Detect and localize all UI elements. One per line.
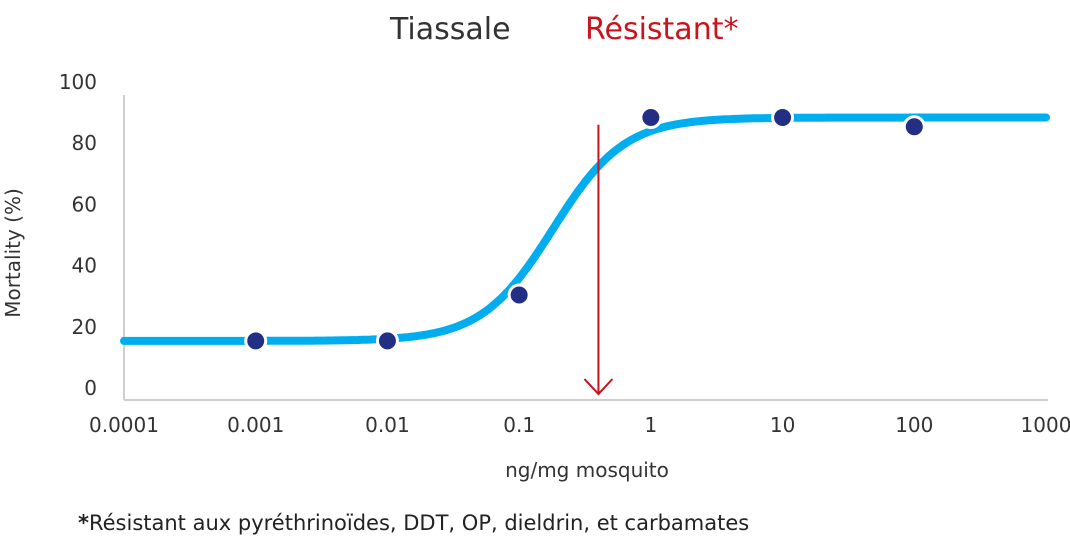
y-tick-label: 0 [84, 376, 97, 400]
data-point [902, 115, 926, 139]
footnote: *Résistant aux pyréthrinoïdes, DDT, OP, … [78, 511, 749, 535]
data-point [244, 329, 268, 353]
x-tick-label: 1000 [1021, 413, 1070, 437]
x-tick-label: 100 [895, 413, 933, 437]
x-tick-label: 10 [770, 413, 795, 437]
threshold-arrow-head [583, 378, 614, 396]
x-axis-label: ng/mg mosquito [505, 458, 669, 482]
y-axis-label: Mortality (%) [1, 188, 25, 318]
footnote-asterisk: * [78, 511, 89, 535]
data-point [375, 329, 399, 353]
footnote-text: Résistant aux pyréthrinoïdes, DDT, OP, d… [88, 511, 750, 535]
resistance-status-label: Résistant* [585, 12, 739, 47]
y-tick-label: 20 [72, 315, 97, 339]
x-tick-label: 0.001 [227, 413, 284, 437]
data-point [639, 106, 663, 130]
y-tick-label: 40 [72, 254, 97, 278]
y-tick-label: 100 [59, 70, 97, 94]
data-point [507, 283, 531, 307]
y-tick-label: 60 [72, 192, 97, 216]
y-tick-label: 80 [72, 131, 97, 155]
dose-response-chart: 0 20 40 60 80 100 0.0001 0.001 0.01 0.1 1 10 100 1000… [1, 70, 1070, 482]
fitted-curve-series [120, 113, 1050, 345]
x-tick-label: 0.01 [365, 413, 410, 437]
x-tick-label: 1 [644, 413, 657, 437]
data-point [771, 106, 795, 130]
x-tick-label: 0.0001 [89, 413, 159, 437]
x-tick-label: 0.1 [503, 413, 535, 437]
chart-title: Tiassale [390, 12, 511, 47]
